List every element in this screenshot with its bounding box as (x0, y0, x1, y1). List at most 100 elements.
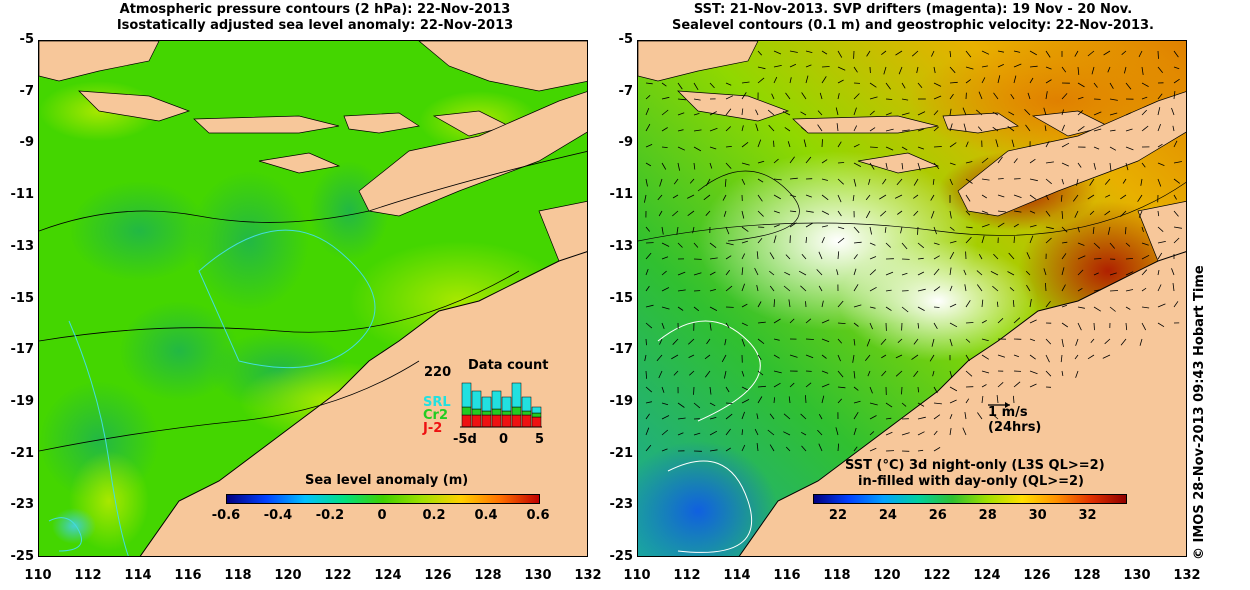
velocity-arrow (930, 210, 935, 219)
inset-bar-segment (501, 410, 512, 416)
inset-label-cr2: Cr2 (423, 408, 448, 423)
velocity-arrow (965, 210, 971, 216)
velocity-arrow (1074, 50, 1079, 57)
velocity-arrow (1104, 178, 1111, 185)
left-x-tick: 132 (574, 568, 602, 583)
velocity-arrow (704, 370, 711, 378)
velocity-arrow (1103, 50, 1111, 56)
velocity-arrow (1009, 287, 1015, 292)
velocity-arrow (1157, 93, 1163, 100)
velocity-arrow (885, 98, 893, 100)
velocity-arrow (949, 240, 957, 244)
velocity-arrow (885, 162, 888, 169)
velocity-arrow (997, 222, 1005, 228)
velocity-arrow (1077, 110, 1084, 116)
velocity-arrow (1087, 194, 1095, 200)
velocity-arrow (741, 125, 744, 132)
velocity-arrow (869, 127, 876, 132)
velocity-arrow (661, 415, 670, 420)
velocity-arrow (1026, 284, 1031, 292)
velocity-arrow (773, 194, 781, 200)
velocity-arrow (741, 322, 748, 327)
velocity-arrow (962, 107, 967, 116)
velocity-arrow (821, 395, 825, 404)
velocity-arrow (1104, 210, 1111, 216)
velocity-arrow (755, 123, 759, 132)
velocity-arrow (949, 81, 958, 84)
velocity-arrow (885, 146, 894, 151)
velocity-arrow (819, 92, 823, 100)
velocity-arrow (901, 98, 909, 101)
velocity-arrow (837, 354, 841, 362)
velocity-arrow (981, 157, 989, 164)
velocity-arrow (1045, 178, 1052, 185)
velocity-arrow (709, 82, 715, 89)
velocity-arrow (981, 50, 990, 55)
velocity-arrow (837, 386, 846, 389)
velocity-arrow (965, 66, 974, 70)
velocity-arrow (1013, 395, 1015, 404)
velocity-arrow (709, 417, 717, 420)
velocity-arrow (818, 443, 823, 452)
inset-bar-segment (471, 408, 482, 416)
velocity-arrow (741, 338, 746, 347)
velocity-arrow (672, 210, 679, 217)
velocity-arrow (1173, 91, 1176, 100)
velocity-arrow (835, 427, 839, 436)
velocity-arrow (821, 338, 830, 343)
velocity-arrow (725, 447, 732, 452)
velocity-arrow (709, 257, 718, 260)
velocity-arrow (917, 386, 919, 393)
velocity-arrow (821, 383, 830, 388)
velocity-arrow (949, 93, 954, 100)
velocity-arrow (997, 318, 1004, 324)
velocity-arrow (661, 429, 669, 436)
velocity-arrow (995, 139, 999, 148)
velocity-arrow (883, 66, 887, 75)
velocity-arrow (1089, 210, 1095, 215)
velocity-arrow (901, 129, 910, 132)
velocity-arrow (661, 270, 667, 276)
velocity-arrow (852, 194, 855, 202)
inset-bar-segment (481, 396, 492, 412)
velocity-arrow (659, 338, 663, 345)
velocity-arrow (992, 285, 999, 292)
velocity-arrow (671, 354, 679, 360)
velocity-arrow (817, 110, 823, 116)
left-y-tick: -15 (10, 290, 35, 306)
velocity-arrow (917, 226, 919, 235)
velocity-arrow (885, 271, 894, 276)
velocity-arrow (757, 139, 762, 148)
velocity-arrow (880, 338, 887, 345)
velocity-arrow (869, 286, 877, 292)
velocity-arrow (801, 92, 807, 100)
velocity-arrow (1104, 338, 1111, 345)
velocity-arrow (1125, 128, 1133, 132)
velocity-arrow (658, 210, 663, 217)
velocity-arrow (769, 252, 775, 260)
inset-bar-segment (501, 396, 512, 412)
velocity-arrow (784, 127, 791, 132)
velocity-arrow (837, 338, 843, 344)
velocity-arrow (677, 306, 684, 311)
velocity-arrow (805, 338, 814, 340)
velocity-arrow (821, 319, 830, 324)
velocity-arrow (805, 75, 809, 84)
velocity-arrow (917, 306, 925, 311)
velocity-arrow (978, 254, 983, 260)
velocity-arrow (1026, 252, 1031, 260)
velocity-arrow (803, 139, 807, 148)
velocity-arrow (661, 306, 670, 310)
velocity-arrow (709, 386, 712, 395)
inset-bar-segment (471, 390, 482, 410)
velocity-arrow (1171, 107, 1175, 116)
velocity-arrow (992, 111, 999, 116)
velocity-arrow (965, 370, 973, 377)
velocity-arrow (757, 66, 766, 70)
velocity-arrow (949, 428, 952, 436)
velocity-arrow (741, 210, 745, 219)
velocity-arrow (821, 300, 824, 308)
velocity-arrow (869, 226, 872, 235)
colorbar-tick-label: 0.4 (474, 508, 498, 523)
velocity-arrow (853, 411, 859, 420)
